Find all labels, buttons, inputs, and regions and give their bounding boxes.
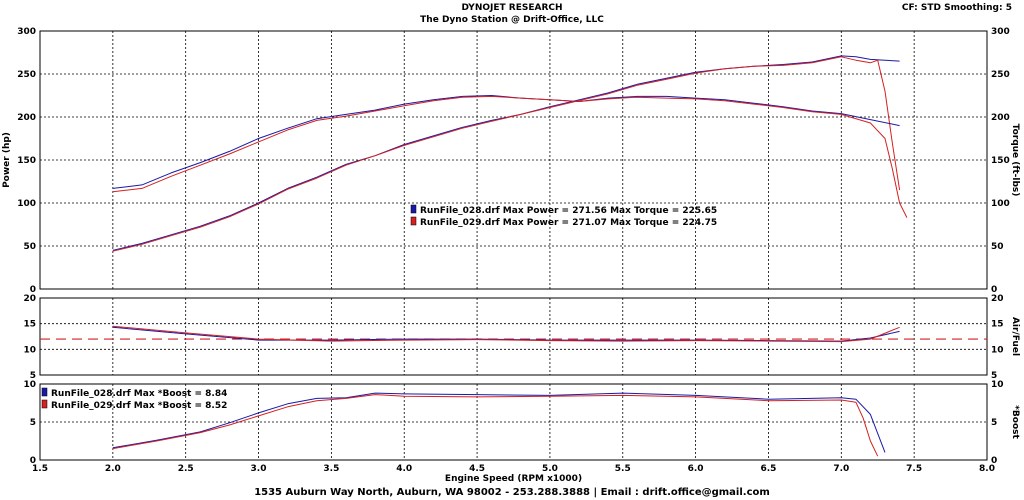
xtick-label: 7.5 <box>906 464 922 474</box>
air_fuel-run029-line <box>112 325 900 343</box>
boost-ytick-right: 10 <box>991 380 1004 390</box>
power_torque-legend-entry-run029: RunFile_029.drf Max Power = 271.07 Max T… <box>420 218 717 228</box>
air_fuel-ytick-left: 20 <box>23 294 36 304</box>
power_torque-run029-power-line <box>112 56 901 252</box>
power_torque-ytick-left: 200 <box>17 113 36 123</box>
xtick-label: 5.0 <box>542 464 558 474</box>
power_torque-ytick-left: 0 <box>30 285 36 295</box>
power_torque-ytick-left: 100 <box>17 199 36 209</box>
xtick-label: 1.5 <box>32 464 48 474</box>
air_fuel-ytick-right: 10 <box>991 345 1004 355</box>
boost-ytick-left: 10 <box>23 380 36 390</box>
power_torque-ytick-right: 50 <box>991 242 1004 252</box>
air_fuel-ytick-right: 15 <box>991 320 1004 330</box>
footer-address: 1535 Auburn Way North, Auburn, WA 98002 … <box>254 487 770 498</box>
air_fuel-ytick-right: 20 <box>991 294 1004 304</box>
power_torque-legend-swatch-run029 <box>410 216 417 226</box>
power_torque-ytick-right: 150 <box>991 156 1010 166</box>
boost-legend-entry-run029: RunFile_029.drf Max *Boost = 8.52 <box>51 401 227 411</box>
power_torque-ytick-left: 300 <box>17 27 36 37</box>
boost-legend-swatch-run029 <box>41 399 48 409</box>
boost-ytick-left: 5 <box>30 418 36 428</box>
power_torque-legend-swatch-run028 <box>410 204 417 214</box>
xtick-label: 4.0 <box>396 464 412 474</box>
power_torque-ytick-left: 50 <box>23 242 36 252</box>
power_torque-ytick-left: 150 <box>17 156 36 166</box>
xtick-label: 6.0 <box>688 464 704 474</box>
boost-ytick-right: 0 <box>991 456 997 466</box>
xtick-label: 5.5 <box>615 464 631 474</box>
chart-title: DYNOJET RESEARCH <box>461 3 563 13</box>
correction-settings: CF: STD Smoothing: 5 <box>901 3 1012 13</box>
power_torque-ytick-right: 300 <box>991 27 1010 37</box>
power_torque-y2label: Torque (ft-lbs) <box>1010 124 1020 197</box>
air_fuel-plot-frame <box>39 297 988 376</box>
power_torque-ytick-right: 250 <box>991 70 1010 80</box>
boost-legend-swatch-run028 <box>41 387 48 397</box>
air_fuel-ytick-left: 15 <box>23 320 36 330</box>
air_fuel-ytick-right: 5 <box>991 371 997 381</box>
power_torque-legend-entry-run028: RunFile_028.drf Max Power = 271.56 Max T… <box>420 206 717 216</box>
chart-subtitle: The Dyno Station @ Drift-Office, LLC <box>420 15 604 25</box>
boost-run029-line <box>112 394 879 457</box>
air_fuel-y2label: Air/Fuel <box>1010 317 1020 356</box>
power_torque-ylabel: Power (hp) <box>2 132 12 188</box>
xtick-label: 8.0 <box>979 464 995 474</box>
power_torque-ytick-left: 250 <box>17 70 36 80</box>
power_torque-ytick-right: 100 <box>991 199 1010 209</box>
x-axis-label: Engine Speed (RPM x1000) <box>445 474 582 484</box>
air_fuel-ytick-left: 10 <box>23 345 36 355</box>
xtick-label: 3.5 <box>323 464 339 474</box>
xtick-label: 7.0 <box>833 464 849 474</box>
xtick-label: 3.0 <box>251 464 267 474</box>
xtick-label: 2.5 <box>178 464 194 474</box>
boost-y2label: *Boost <box>1010 405 1020 439</box>
power_torque-ytick-right: 200 <box>991 113 1010 123</box>
boost-run028-line <box>112 392 886 453</box>
power_torque-ytick-right: 0 <box>991 285 997 295</box>
boost-ytick-right: 5 <box>991 418 997 428</box>
xtick-label: 6.5 <box>760 464 776 474</box>
xtick-label: 2.0 <box>105 464 121 474</box>
xtick-label: 4.5 <box>469 464 485 474</box>
boost-legend-entry-run028: RunFile_028.drf Max *Boost = 8.84 <box>51 389 227 399</box>
air_fuel-ytick-left: 5 <box>30 371 36 381</box>
power_torque-run029-torque-line <box>112 95 908 218</box>
boost-ytick-left: 0 <box>30 456 36 466</box>
